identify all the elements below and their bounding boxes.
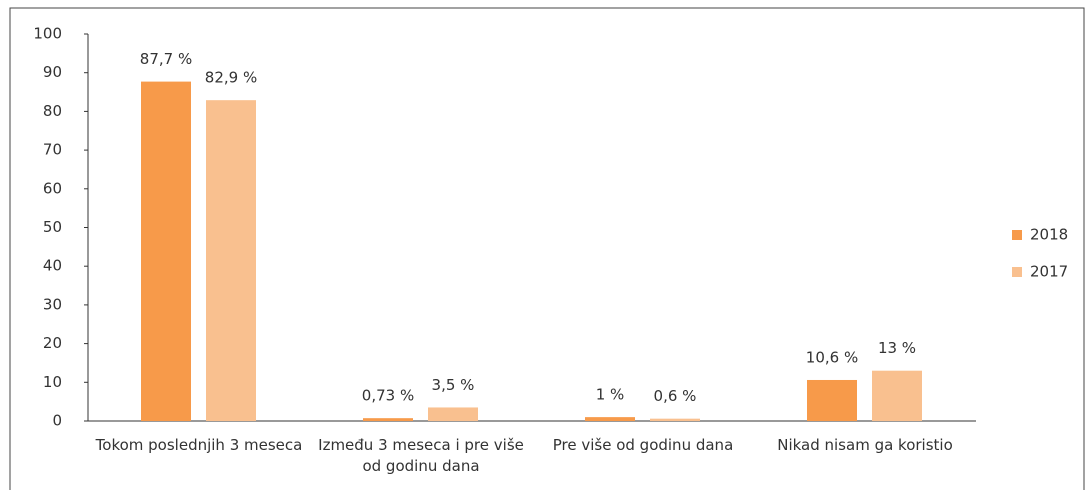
value-label: 87,7 % bbox=[140, 50, 192, 68]
value-label: 3,5 % bbox=[432, 376, 475, 394]
bar bbox=[807, 379, 857, 421]
legend-swatch bbox=[1012, 230, 1022, 240]
bar bbox=[206, 100, 256, 421]
value-label: 82,9 % bbox=[205, 69, 257, 87]
y-tick-label: 90 bbox=[43, 63, 62, 81]
y-tick-label: 100 bbox=[33, 25, 62, 43]
value-label: 0,73 % bbox=[362, 387, 414, 405]
y-tick-label: 30 bbox=[43, 295, 62, 313]
y-tick-label: 10 bbox=[43, 373, 62, 391]
legend-swatch bbox=[1012, 267, 1022, 277]
bar bbox=[141, 81, 191, 421]
value-label: 0,6 % bbox=[654, 387, 697, 405]
y-tick-label: 50 bbox=[43, 218, 62, 236]
bar bbox=[650, 418, 700, 421]
frame bbox=[9, 7, 1085, 490]
bar bbox=[363, 418, 413, 421]
x-tick-label: Tokom poslednjih 3 meseca bbox=[95, 436, 303, 454]
value-label: 13 % bbox=[878, 339, 916, 357]
x-tick-label: Između 3 meseca i pre više od godinu dan… bbox=[318, 436, 524, 475]
legend-label: 2018 bbox=[1030, 226, 1068, 244]
y-tick-label: 70 bbox=[43, 141, 62, 159]
value-label: 1 % bbox=[596, 386, 625, 404]
value-label: 10,6 % bbox=[806, 348, 858, 366]
legend-label: 2017 bbox=[1030, 263, 1068, 281]
x-tick-label: Pre više od godinu dana bbox=[552, 436, 734, 454]
y-tick-label: 60 bbox=[43, 179, 62, 197]
y-tick-label: 40 bbox=[43, 257, 62, 275]
y-tick-label: 0 bbox=[52, 412, 62, 430]
y-tick-label: 20 bbox=[43, 334, 62, 352]
y-tick-label: 80 bbox=[43, 102, 62, 120]
bar bbox=[872, 370, 922, 421]
bar bbox=[428, 407, 478, 421]
bar bbox=[585, 417, 635, 421]
x-tick-label: Nikad nisam ga koristio bbox=[777, 436, 953, 454]
